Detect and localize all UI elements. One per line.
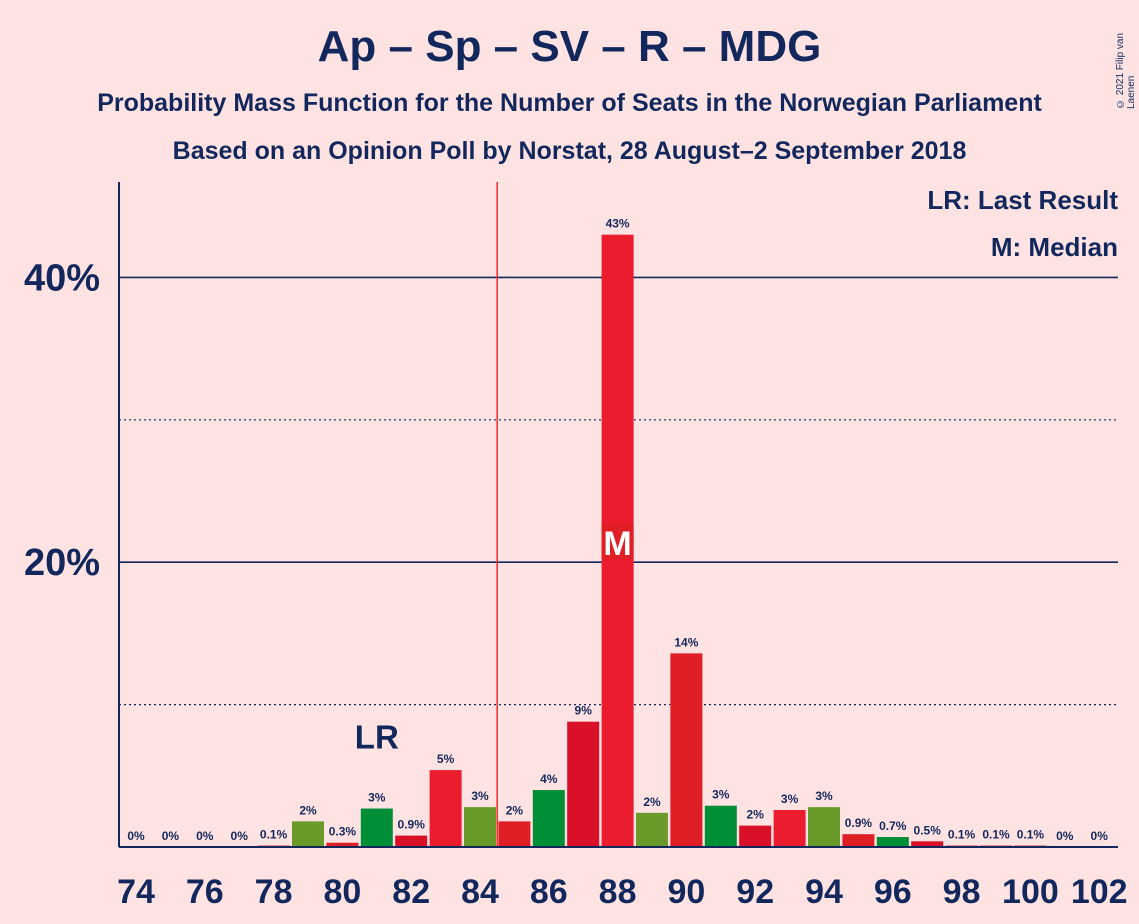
data-label-92: 2%	[747, 808, 765, 822]
data-label-101: 0%	[1056, 829, 1074, 843]
data-label-75: 0%	[162, 829, 180, 843]
data-label-100: 0.1%	[1017, 828, 1045, 842]
bar-90	[670, 653, 703, 847]
data-label-83: 5%	[437, 752, 455, 766]
x-tick-label-92: 92	[736, 873, 774, 911]
x-tick-label-102: 102	[1071, 873, 1128, 911]
y-tick-label-20: 20%	[24, 542, 100, 584]
bar-97	[911, 841, 944, 847]
data-label-93: 3%	[781, 792, 799, 806]
data-label-94: 3%	[815, 789, 833, 803]
data-label-90: 14%	[674, 635, 698, 649]
x-tick-label-78: 78	[255, 873, 293, 911]
x-tick-label-88: 88	[599, 873, 637, 911]
x-tick-label-84: 84	[461, 873, 499, 911]
data-label-96: 0.7%	[879, 819, 907, 833]
data-label-74: 0%	[127, 829, 145, 843]
x-tick-label-82: 82	[392, 873, 430, 911]
median-marker: M	[601, 524, 634, 563]
bar-92	[739, 825, 772, 847]
data-label-97: 0.5%	[914, 823, 942, 837]
chart-subtitle-2: Based on an Opinion Poll by Norstat, 28 …	[172, 137, 967, 165]
bar-84	[464, 807, 496, 847]
bar-83	[429, 770, 462, 847]
chart-title: Ap – Sp – SV – R – MDG	[317, 22, 822, 71]
data-label-86: 4%	[540, 772, 558, 786]
bar-87	[567, 721, 600, 847]
x-tick-label-80: 80	[323, 873, 361, 911]
data-label-91: 3%	[712, 788, 730, 802]
x-tick-label-86: 86	[530, 873, 568, 911]
data-labels: 0% 0% 0% 0% 0.1% 2% 0.3% 3% 0.9% 5% 3% 2% 4% 9% 43% 2% 1…	[127, 217, 1108, 843]
x-tick-label-98: 98	[943, 873, 981, 911]
bar-93	[773, 809, 806, 847]
bar-85	[498, 821, 531, 847]
axes: 20% 40% 74 76 78 80 82 84 86 88 90 92 94 96 98 100 102	[24, 182, 1128, 911]
x-tick-label-94: 94	[805, 873, 843, 911]
data-label-76: 0%	[196, 829, 214, 843]
data-label-85: 2%	[506, 803, 524, 817]
bar-89	[636, 812, 668, 847]
data-label-82: 0.9%	[398, 818, 426, 832]
data-label-80: 0.3%	[329, 825, 357, 839]
legend-median: M: Median	[990, 232, 1118, 262]
data-label-98: 0.1%	[948, 828, 976, 842]
data-label-77: 0%	[231, 829, 249, 843]
data-label-89: 2%	[643, 795, 661, 809]
bar-91	[704, 805, 737, 847]
median-marker-label: M	[603, 525, 631, 563]
y-tick-label-40: 40%	[24, 257, 100, 299]
x-tick-label-96: 96	[874, 873, 912, 911]
last-result-marker: LR	[355, 719, 399, 756]
bar-95	[842, 834, 875, 847]
data-label-84: 3%	[471, 789, 489, 803]
legend-last-result: LR: Last Result	[927, 185, 1118, 215]
x-tick-label-100: 100	[1002, 873, 1059, 911]
x-tick-label-76: 76	[186, 873, 224, 911]
bar-94	[808, 807, 840, 847]
bar-82	[395, 835, 428, 847]
data-label-88: 43%	[606, 217, 630, 231]
bar-86	[532, 790, 565, 847]
x-tick-label-90: 90	[667, 873, 705, 911]
bar-96	[876, 837, 909, 847]
x-tick-label-74: 74	[117, 873, 155, 911]
data-label-78: 0.1%	[260, 828, 288, 842]
data-label-99: 0.1%	[982, 828, 1010, 842]
bar-80	[326, 842, 359, 847]
median-marker-bg	[601, 524, 634, 559]
data-label-95: 0.9%	[845, 816, 873, 830]
data-label-87: 9%	[575, 704, 593, 718]
data-label-81: 3%	[368, 791, 386, 805]
data-label-79: 2%	[299, 803, 317, 817]
chart-subtitle-1: Probability Mass Function for the Number…	[97, 89, 1042, 117]
bar-79	[292, 821, 324, 847]
data-label-102: 0%	[1091, 829, 1109, 843]
bar-81	[360, 808, 393, 847]
